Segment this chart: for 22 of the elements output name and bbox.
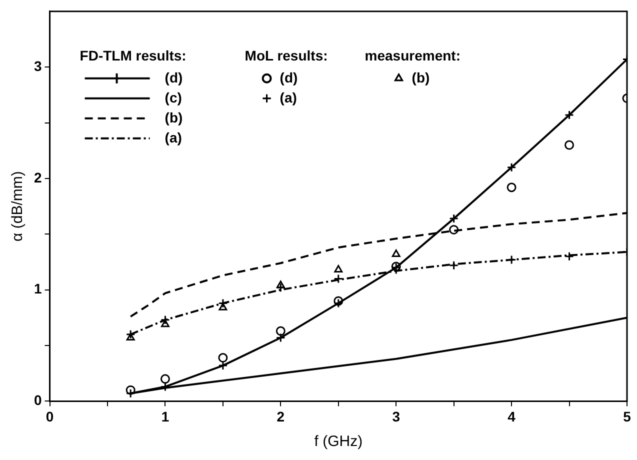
legend-label: (a) xyxy=(164,129,182,146)
y-tick-label: 2 xyxy=(34,169,42,186)
x-tick-label: 4 xyxy=(508,408,516,424)
x-tick-label: 3 xyxy=(392,408,400,424)
legend-label: (b) xyxy=(412,69,430,86)
y-tick-label: 0 xyxy=(34,392,42,408)
y-tick-label: 3 xyxy=(34,58,42,74)
legend-label: (a) xyxy=(280,89,297,106)
annotation: FD-TLM results: xyxy=(80,47,186,64)
y-axis-title: α (dB/mm) xyxy=(9,171,26,242)
legend-label: (d) xyxy=(164,69,183,86)
y-tick-label: 1 xyxy=(34,280,42,297)
x-tick-label: 1 xyxy=(161,408,170,424)
legend-label: (d) xyxy=(280,69,298,86)
x-tick-label: 2 xyxy=(276,408,285,424)
x-axis-title: f (GHz) xyxy=(314,433,363,450)
annotation: MoL results: xyxy=(244,47,328,64)
x-tick-label: 5 xyxy=(623,408,632,424)
annotation: measurement: xyxy=(364,47,460,64)
legend-label: (c) xyxy=(164,89,182,106)
legend-label: (b) xyxy=(164,109,183,126)
x-tick-label: 0 xyxy=(46,408,54,424)
